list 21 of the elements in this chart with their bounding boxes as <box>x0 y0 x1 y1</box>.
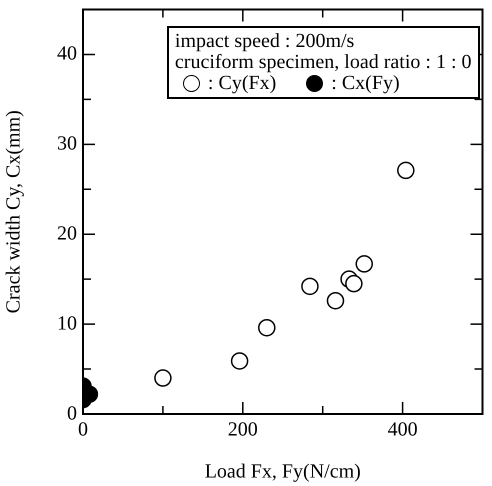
x-tick-label: 200 <box>228 418 258 440</box>
annotation: cruciform specimen, load ratio : 1 : 0 <box>174 50 472 72</box>
legend-title: impact speed : 200m/s <box>174 30 356 52</box>
point <box>326 292 344 310</box>
y-tick-label: 30 <box>57 132 77 155</box>
point <box>356 255 373 273</box>
point <box>154 369 172 387</box>
point <box>301 278 319 296</box>
y-tick-label: 40 <box>57 42 77 65</box>
point <box>345 274 363 292</box>
point <box>230 352 248 370</box>
point <box>258 318 276 336</box>
x-tick-label: 400 <box>388 418 418 440</box>
x-axis-title: Load Fx, Fy(N/cm) <box>204 460 361 482</box>
point <box>397 162 415 180</box>
y-tick-label: 20 <box>57 222 77 244</box>
y-axis-title: Crack width Cy, Cx(mm) <box>2 110 24 314</box>
y-tick-label: 10 <box>57 312 77 334</box>
y-tick-label: 0 <box>67 402 77 424</box>
legend-label: : Cx(Fy) <box>331 72 400 94</box>
legend-label: : Cy(Fx) <box>208 72 276 94</box>
